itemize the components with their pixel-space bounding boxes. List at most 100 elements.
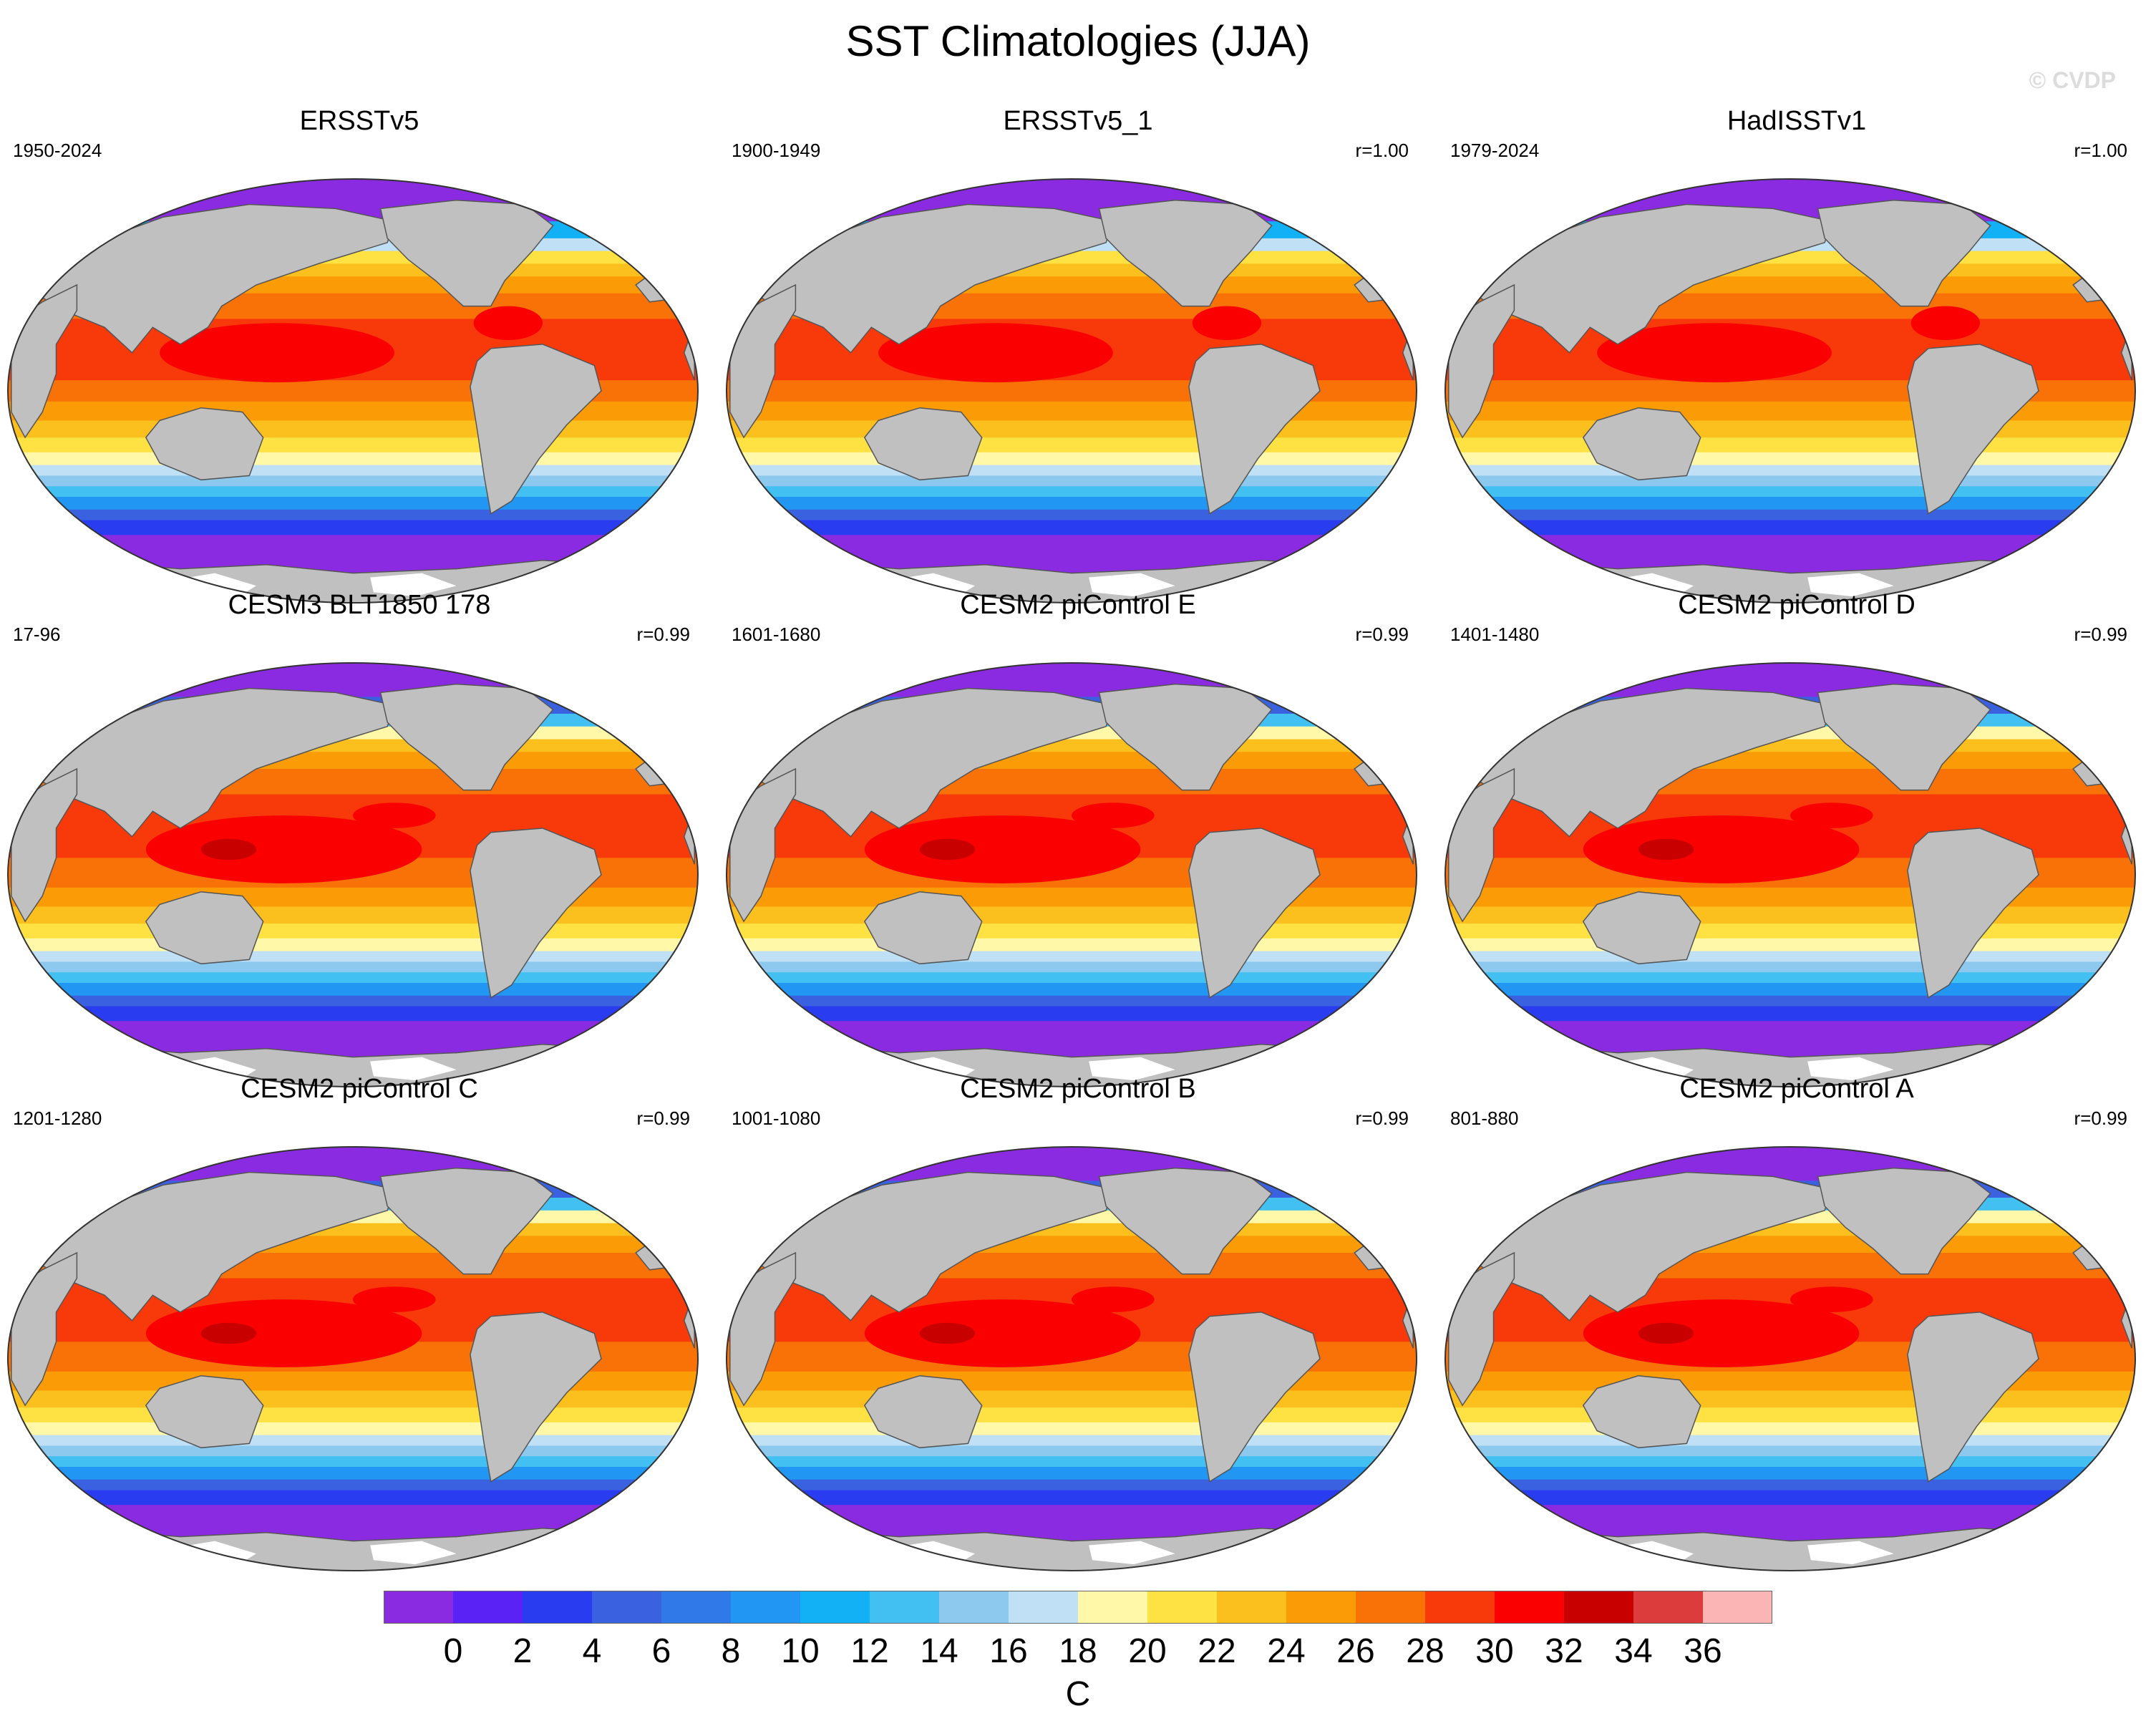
warm-pool <box>1910 306 1981 340</box>
sst-map <box>726 178 1417 603</box>
sst-band <box>1445 465 2135 476</box>
colorbar-swatch <box>523 1591 593 1624</box>
land-europe <box>635 258 692 303</box>
colorbar-swatch <box>384 1591 454 1624</box>
figure-title: SST Climatologies (JJA) <box>845 17 1311 65</box>
map-border <box>726 1146 1417 1571</box>
sst-band <box>1445 486 2135 498</box>
colorbar-tick-label: 0 <box>444 1632 463 1670</box>
sst-band <box>8 1006 698 1022</box>
colorbar-swatch <box>1078 1591 1148 1624</box>
land-samerica <box>1188 1312 1321 1483</box>
sst-band <box>1445 520 2135 535</box>
sst-band <box>727 509 1417 521</box>
sst-band <box>8 420 698 438</box>
colorbar-swatch <box>453 1591 523 1624</box>
panel-years: 1601-1680 <box>732 624 821 645</box>
sst-band <box>8 509 698 521</box>
panel-title: HadISSTv1 <box>1727 106 1867 136</box>
colorbar-tick-label: 6 <box>652 1632 671 1670</box>
warm-pool <box>473 306 543 340</box>
sst-band <box>8 1147 698 1181</box>
colorbar-swatch <box>870 1591 940 1624</box>
colorbar-swatch <box>1425 1591 1495 1624</box>
sst-band <box>8 938 698 952</box>
sst-band <box>727 486 1417 498</box>
sst-band <box>1445 401 2135 421</box>
sst-band <box>8 1456 698 1468</box>
panel-correlation: r=0.99 <box>1355 1107 1409 1129</box>
sst-band <box>1445 1390 2135 1408</box>
land-australia <box>863 407 983 481</box>
land-africa <box>1448 1251 1515 1407</box>
land-australia <box>1582 1375 1701 1449</box>
sst-band <box>727 1456 1417 1468</box>
map-border <box>7 1146 699 1571</box>
warm-pool <box>145 1299 422 1367</box>
colorbar-swatch <box>1564 1591 1634 1624</box>
sst-band <box>727 906 1417 924</box>
sst-band <box>1445 923 2135 939</box>
colorbar-tick-label: 22 <box>1198 1632 1235 1670</box>
ice-shelf <box>1089 573 1175 597</box>
sst-band <box>727 1479 1417 1491</box>
sst-band <box>1445 1147 2135 1181</box>
warm-pool <box>160 323 394 383</box>
panel-title: CESM2 piControl D <box>1678 590 1915 620</box>
colorbar-swatch <box>731 1591 801 1624</box>
colorbar-frame <box>384 1591 1772 1624</box>
sst-band <box>8 887 698 907</box>
sst-band <box>727 452 1417 466</box>
warm-pool <box>1790 803 1873 828</box>
sst-band <box>8 1390 698 1408</box>
land-samerica <box>470 344 602 515</box>
sst-band <box>8 995 698 1007</box>
colorbar-swatch <box>1356 1591 1426 1624</box>
colorbar-tick-label: 20 <box>1128 1632 1166 1670</box>
sst-band <box>8 1467 698 1480</box>
colorbar-tick-label: 10 <box>781 1632 819 1670</box>
cvdp-watermark: © CVDP <box>2029 67 2116 93</box>
ice-shelf <box>1807 573 1894 597</box>
warm-pool <box>1790 1286 1873 1312</box>
warm-pool <box>353 1286 436 1312</box>
sst-band <box>8 437 698 453</box>
map-panel: CESM2 piControl E 1601-1680 r=0.99 <box>719 588 1437 1087</box>
land-europe <box>1354 258 1411 303</box>
colorbar-tick-label: 24 <box>1267 1632 1305 1670</box>
colorbar-swatch <box>1009 1591 1079 1624</box>
colorbar-swatch <box>1286 1591 1356 1624</box>
map-panel: CESM3 BLT1850 178 17-96 r=0.99 <box>0 588 719 1087</box>
colorbar-tick-label: 16 <box>989 1632 1027 1670</box>
sst-band <box>727 938 1417 952</box>
sst-band <box>8 1371 698 1391</box>
map-border <box>1444 178 2136 603</box>
colorbar-tick-label: 12 <box>850 1632 888 1670</box>
panel-title: CESM3 BLT1850 178 <box>228 590 491 620</box>
land-australia <box>1582 891 1701 965</box>
colorbar-swatch <box>592 1591 662 1624</box>
map-panel: CESM2 piControl B 1001-1080 r=0.99 <box>719 1072 1437 1571</box>
sst-band <box>8 465 698 476</box>
panel-correlation: r=0.99 <box>636 1107 690 1129</box>
land-samerica <box>1188 828 1321 999</box>
land-africa <box>729 767 797 923</box>
land-greenland <box>1982 673 2054 707</box>
sst-band <box>1445 1006 2135 1022</box>
map-border <box>1444 1146 2136 1571</box>
sst-band <box>1445 972 2135 984</box>
colorbar-tick-label: 32 <box>1545 1632 1583 1670</box>
panel-title: CESM2 piControl A <box>1679 1074 1914 1104</box>
land-greenland <box>545 1157 616 1191</box>
panel-years: 17-96 <box>13 624 61 645</box>
map-border <box>7 178 699 603</box>
ice-shelf <box>370 1057 457 1081</box>
sst-band <box>8 1407 698 1423</box>
map-panel: CESM2 piControl C 1201-1280 r=0.99 <box>0 1072 719 1571</box>
map-border <box>726 662 1417 1087</box>
sst-band <box>1445 938 2135 952</box>
sst-band <box>1445 995 2135 1007</box>
land-africa <box>1448 283 1515 439</box>
warm-pool <box>1192 306 1262 340</box>
colorbar-tick-label: 4 <box>583 1632 602 1670</box>
